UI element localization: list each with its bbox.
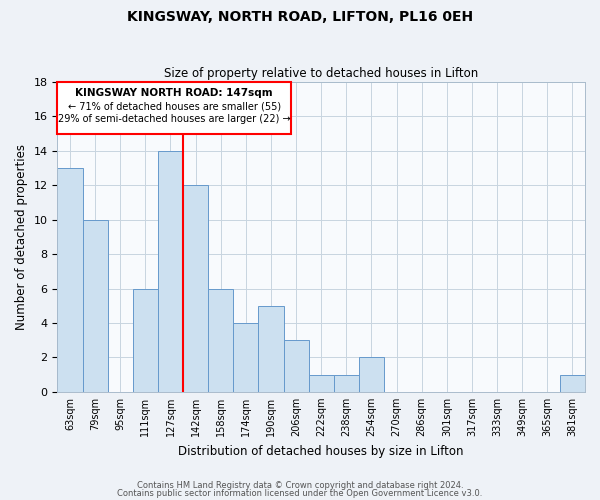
Text: Contains HM Land Registry data © Crown copyright and database right 2024.: Contains HM Land Registry data © Crown c…	[137, 481, 463, 490]
Text: 29% of semi-detached houses are larger (22) →: 29% of semi-detached houses are larger (…	[58, 114, 290, 124]
Bar	[83, 220, 107, 392]
FancyBboxPatch shape	[58, 82, 291, 134]
Text: KINGSWAY NORTH ROAD: 147sqm: KINGSWAY NORTH ROAD: 147sqm	[76, 88, 273, 98]
Bar	[284, 340, 308, 392]
Y-axis label: Number of detached properties: Number of detached properties	[15, 144, 28, 330]
Bar	[208, 288, 233, 392]
Bar	[259, 306, 284, 392]
Title: Size of property relative to detached houses in Lifton: Size of property relative to detached ho…	[164, 66, 478, 80]
Text: ← 71% of detached houses are smaller (55): ← 71% of detached houses are smaller (55…	[68, 101, 281, 111]
Bar	[133, 288, 158, 392]
Bar	[308, 374, 334, 392]
X-axis label: Distribution of detached houses by size in Lifton: Distribution of detached houses by size …	[178, 444, 464, 458]
Text: Contains public sector information licensed under the Open Government Licence v3: Contains public sector information licen…	[118, 488, 482, 498]
Bar	[560, 374, 585, 392]
Bar	[158, 151, 183, 392]
Bar	[359, 358, 384, 392]
Bar	[58, 168, 83, 392]
Bar	[334, 374, 359, 392]
Text: KINGSWAY, NORTH ROAD, LIFTON, PL16 0EH: KINGSWAY, NORTH ROAD, LIFTON, PL16 0EH	[127, 10, 473, 24]
Bar	[233, 323, 259, 392]
Bar	[183, 186, 208, 392]
